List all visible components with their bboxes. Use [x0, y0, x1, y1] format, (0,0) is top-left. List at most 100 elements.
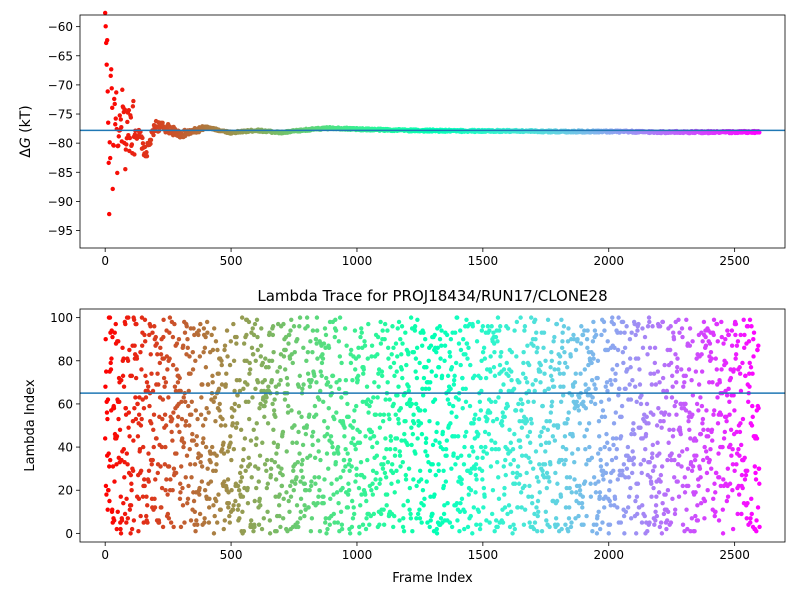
lambda-point	[287, 356, 293, 361]
y-tick-label: −90	[48, 195, 73, 209]
lambda-point	[186, 483, 191, 489]
lambda-point	[597, 490, 603, 495]
dg-y-ticks: −60−65−70−75−80−85−90−95	[48, 20, 80, 238]
lambda-point	[736, 483, 741, 489]
lambda-point	[350, 425, 355, 430]
lambda-point	[345, 401, 350, 407]
lambda-point	[110, 464, 116, 469]
lambda-point	[325, 380, 331, 385]
lambda-point	[158, 352, 164, 357]
lambda-point	[146, 479, 151, 484]
lambda-point	[321, 494, 326, 499]
lambda-point	[498, 388, 503, 394]
lambda-point	[215, 520, 220, 525]
dg-point	[128, 115, 134, 120]
lambda-point	[546, 386, 552, 392]
lambda-point	[226, 505, 231, 510]
lambda-point	[278, 377, 283, 383]
lambda-point	[198, 321, 203, 327]
lambda-point	[557, 354, 563, 359]
lambda-point	[220, 447, 225, 452]
lambda-point	[399, 324, 405, 329]
lambda-point	[677, 453, 682, 458]
lambda-point	[428, 343, 434, 348]
lambda-point	[132, 406, 137, 411]
lambda-point	[704, 408, 709, 413]
lambda-point	[437, 337, 443, 342]
lambda-point	[517, 438, 523, 443]
lambda-point	[735, 511, 740, 517]
lambda-point	[382, 337, 387, 342]
lambda-point	[390, 470, 396, 476]
lambda-point	[670, 496, 675, 502]
lambda-point	[136, 412, 142, 417]
lambda-point	[380, 466, 386, 471]
lambda-point	[479, 388, 484, 394]
lambda-point	[291, 488, 296, 493]
lambda-point	[505, 326, 511, 331]
lambda-point	[198, 412, 204, 417]
lambda-point	[584, 513, 589, 519]
lambda-point	[485, 324, 491, 329]
lambda-point	[330, 444, 335, 450]
lambda-point	[621, 360, 626, 366]
lambda-point	[149, 421, 154, 426]
lambda-point	[455, 434, 461, 439]
lambda-point	[299, 414, 304, 420]
lambda-point	[620, 319, 626, 325]
lambda-point	[642, 513, 647, 519]
lambda-point	[308, 529, 314, 534]
lambda-point	[205, 466, 210, 471]
lambda-point	[211, 503, 216, 508]
lambda-point	[178, 388, 183, 394]
lambda-point	[739, 511, 744, 517]
lambda-point	[672, 457, 677, 463]
dg-point	[127, 135, 133, 141]
lambda-point	[437, 440, 442, 445]
lambda-point	[736, 492, 742, 497]
lambda-point	[181, 343, 186, 348]
lambda-point	[658, 479, 663, 484]
lambda-point	[546, 440, 552, 445]
lambda-point	[162, 462, 168, 467]
lambda-point	[647, 520, 652, 525]
lambda-point	[284, 449, 289, 454]
lambda-point	[237, 388, 243, 394]
lambda-point	[378, 511, 384, 517]
lambda-point	[440, 429, 446, 435]
lambda-point	[346, 414, 351, 420]
lambda-point	[592, 382, 597, 387]
lambda-point	[458, 328, 463, 333]
lambda-point	[696, 382, 702, 387]
lambda-point	[647, 319, 652, 325]
lambda-point	[690, 393, 696, 398]
lambda-point	[139, 343, 145, 348]
lambda-point	[534, 475, 540, 480]
lambda-point	[738, 332, 743, 338]
lambda-point	[549, 349, 554, 355]
lambda-point	[231, 447, 237, 452]
lambda-point	[405, 498, 411, 504]
lambda-point	[577, 483, 582, 489]
lambda-point	[662, 362, 667, 368]
lambda-point	[409, 425, 414, 430]
lambda-point	[334, 490, 340, 495]
lambda-point	[662, 410, 668, 415]
lambda-point	[258, 503, 263, 508]
lambda-point	[403, 330, 408, 335]
lambda-point	[303, 488, 309, 493]
lambda-point	[434, 429, 439, 435]
lambda-point	[315, 500, 320, 506]
lambda-point	[137, 395, 142, 400]
dg-point	[113, 116, 118, 121]
lambda-point	[637, 382, 643, 387]
lambda-point	[252, 524, 257, 530]
lambda-point	[163, 380, 169, 385]
lambda-point	[477, 526, 483, 532]
lambda-point	[652, 360, 658, 366]
dg-x-ticks: 0 500 1000 1500 2000 2500	[101, 248, 750, 268]
lambda-point	[390, 324, 395, 329]
dg-point	[107, 211, 112, 217]
lambda-point	[264, 395, 269, 400]
lambda-point	[298, 516, 303, 521]
